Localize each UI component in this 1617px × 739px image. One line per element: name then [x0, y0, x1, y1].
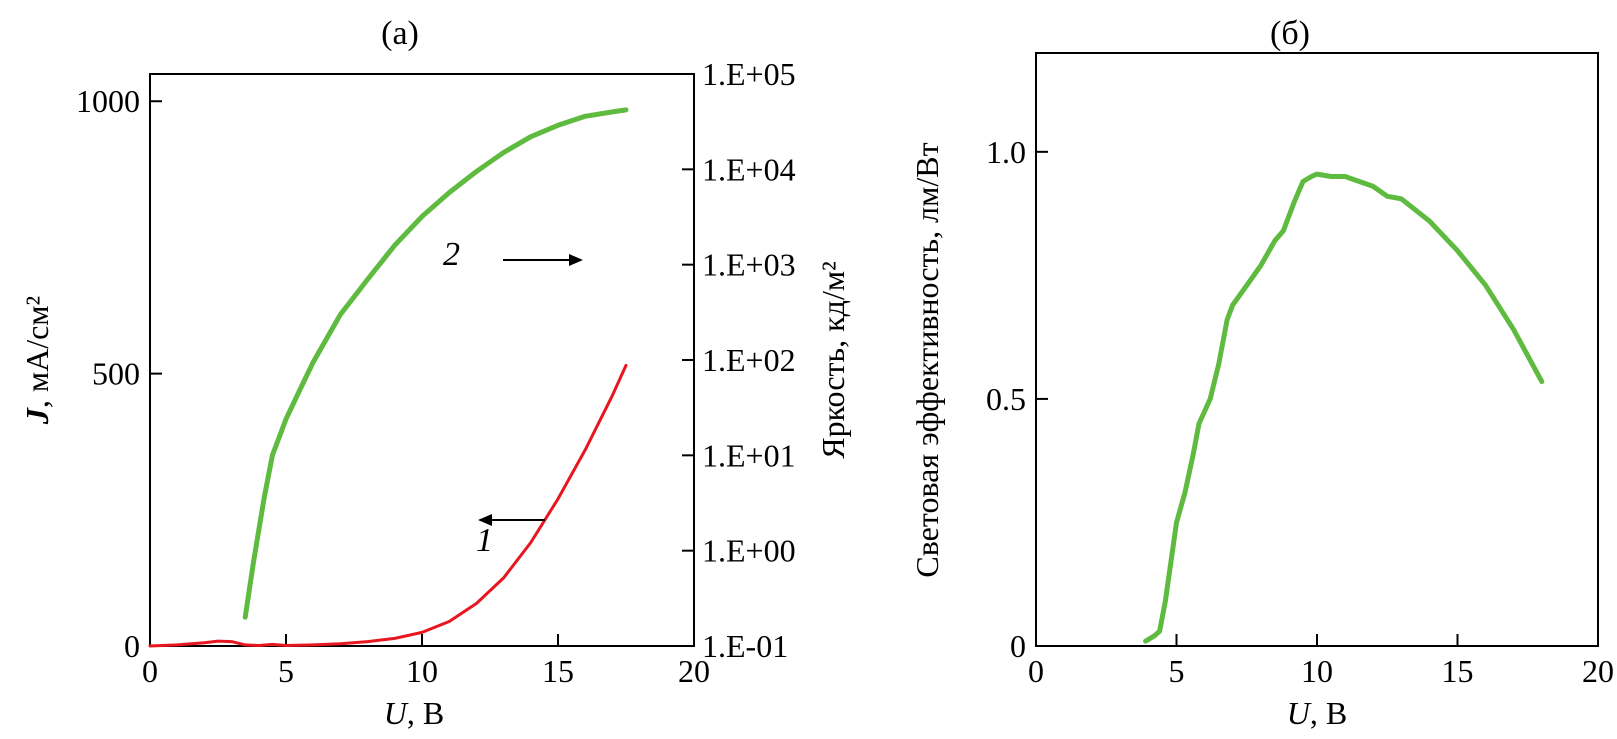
panel-a-y-axis-variable: J	[19, 407, 55, 425]
panel-b-x-tick-label: 5	[1169, 653, 1185, 689]
panel-b: (б) 0 5 10 15 20 0 0.5 1.0 U, В Световая эффек…	[909, 15, 1614, 731]
panel-a-y2-axis-label: Яркость, кд/м²	[815, 261, 851, 458]
panel-a-y-axis-unit: , мА/см²	[19, 296, 55, 408]
panel-a-x-axis-variable: U	[384, 695, 409, 731]
panel-a-x-tick-label: 10	[406, 653, 438, 689]
panel-a-x-tick-label: 20	[678, 653, 710, 689]
curve-1-arrow	[478, 514, 545, 526]
panel-a-y2-tick-label: 1.E-01	[702, 628, 788, 664]
panel-b-x-axis-unit: , В	[1310, 695, 1347, 731]
panel-b-frame	[1035, 52, 1599, 647]
panel-b-efficiency-line	[1143, 171, 1545, 644]
panel-a-y-tick-label: 500	[92, 356, 140, 392]
curve-2-arrow	[503, 254, 583, 266]
panel-b-y-tick-label: 1.0	[986, 134, 1026, 170]
panel-b-x-tick-label: 0	[1028, 653, 1044, 689]
panel-a-y2-tick-label: 1.E+05	[702, 56, 796, 92]
curve-2-label: 2	[443, 236, 460, 273]
panel-a-frame	[149, 73, 695, 647]
panel-b-x-tick-label: 10	[1301, 653, 1333, 689]
panel-a-x-ticks: 0 5 10 15 20	[142, 634, 710, 689]
panel-a-y-tick-label: 1000	[76, 83, 140, 119]
panel-a-x-tick-label: 5	[278, 653, 294, 689]
panel-a-y2-tick-label: 1.E+01	[702, 437, 796, 473]
panel-b-x-tick-label: 20	[1582, 653, 1614, 689]
panel-b-label: (б)	[1270, 15, 1310, 52]
panel-a-y2-tick-label: 1.E+02	[702, 342, 796, 378]
panel-a-y-ticks: 0 500 1000	[76, 83, 162, 664]
panel-b-y-tick-label: 0.5	[986, 381, 1026, 417]
panel-a-y-axis-label: J, мА/см²	[19, 296, 55, 425]
panel-b-x-ticks: 0 5 10 15 20	[1028, 634, 1614, 689]
panel-b-x-axis-variable: U	[1287, 695, 1312, 731]
panel-a-x-axis-label: U, В	[384, 695, 444, 731]
panel-a-x-axis-unit: , В	[407, 695, 444, 731]
panel-a-series-1-line	[148, 363, 628, 648]
panel-a-y-tick-label: 0	[124, 628, 140, 664]
panel-a: (a) 0 5 10 15 20 0 500 1000 1.E-01 1.E+00 1.E+01…	[19, 15, 851, 731]
panel-b-series	[1143, 171, 1545, 644]
panel-a-series-2-line	[242, 107, 629, 620]
panel-a-y2-tick-label: 1.E+00	[702, 533, 796, 569]
panel-b-y-tick-label: 0	[1010, 628, 1026, 664]
panel-b-y-ticks: 0 0.5 1.0	[986, 134, 1048, 664]
panel-a-y2-tick-label: 1.E+03	[702, 247, 796, 283]
panel-b-x-tick-label: 15	[1442, 653, 1474, 689]
panel-a-y2-ticks: 1.E-01 1.E+00 1.E+01 1.E+02 1.E+03 1.E+04 1.E+…	[682, 56, 796, 664]
panel-a-series	[148, 107, 629, 648]
panel-b-y-axis-label: Световая эффективность, лм/Вт	[909, 142, 945, 577]
panel-a-y2-tick-label: 1.E+04	[702, 151, 796, 187]
panel-b-x-axis-label: U, В	[1287, 695, 1347, 731]
curve-1-label: 1	[476, 522, 493, 559]
panel-a-x-tick-label: 15	[542, 653, 574, 689]
panel-a-x-tick-label: 0	[142, 653, 158, 689]
panel-a-label: (a)	[381, 15, 419, 52]
